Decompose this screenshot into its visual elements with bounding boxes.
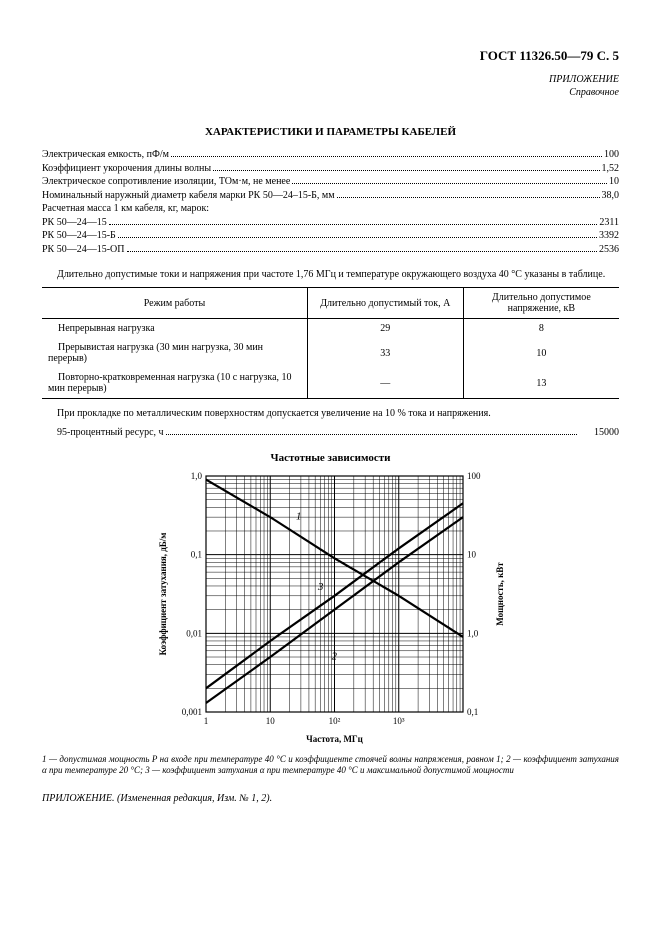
spec-row: РК 50—24—15-ОП 2536 — [42, 243, 619, 257]
svg-text:100: 100 — [467, 471, 481, 481]
spec-value: 10 — [609, 175, 619, 189]
spec-row: 95-процентный ресурс, ч 15000 — [42, 426, 619, 440]
section-title: ХАРАКТЕРИСТИКИ И ПАРАМЕТРЫ КАБЕЛЕЙ — [42, 126, 619, 138]
svg-text:10: 10 — [265, 716, 275, 726]
cell-voltage: 10 — [463, 338, 619, 368]
svg-text:10: 10 — [467, 549, 477, 559]
resource-label: 95-процентный ресурс, ч — [42, 426, 164, 440]
svg-text:1,0: 1,0 — [190, 471, 202, 481]
chart-legend: 1 — допустимая мощность P на входе при т… — [42, 754, 619, 777]
spec-label: РК 50—24—15-ОП — [42, 243, 125, 257]
svg-text:Частота, МГц: Частота, МГц — [306, 734, 364, 744]
spec-label: Электрическое сопротивление изоляции, ТО… — [42, 175, 290, 189]
cell-voltage: 8 — [463, 319, 619, 339]
appendix-type: Справочное — [42, 87, 619, 98]
chart-title: Частотные зависимости — [42, 452, 619, 464]
svg-text:0,01: 0,01 — [186, 628, 202, 638]
svg-text:1: 1 — [203, 716, 208, 726]
leader-dots — [171, 156, 602, 157]
svg-text:0,1: 0,1 — [467, 707, 478, 717]
cell-mode: Повторно-кратковременная нагрузка (10 с … — [42, 368, 307, 399]
spec-label: Номинальный наружный диаметр кабеля марк… — [42, 189, 335, 203]
col-header-current: Длительно допустимый ток, А — [307, 288, 463, 319]
page: ГОСТ 11326.50—79 С. 5 ПРИЛОЖЕНИЕ Справоч… — [0, 0, 661, 936]
spec-row: РК 50—24—15-Б 3392 — [42, 229, 619, 243]
spec-row: Коэффициент укорочения длины волны 1,52 — [42, 162, 619, 176]
svg-text:1: 1 — [295, 510, 301, 522]
spec-list: Электрическая емкость, пФ/м 100 Коэффицие… — [42, 148, 619, 256]
svg-text:10²: 10² — [328, 716, 340, 726]
leader-dots — [109, 224, 598, 225]
modes-table: Режим работы Длительно допустимый ток, А… — [42, 287, 619, 399]
col-header-mode: Режим работы — [42, 288, 307, 319]
svg-text:Коэффициент затухания, дБ/м: Коэффициент затухания, дБ/м — [158, 532, 168, 655]
leader-dots — [213, 170, 599, 171]
svg-text:0,1: 0,1 — [190, 549, 201, 559]
table-row: Непрерывная нагрузка 29 8 — [42, 319, 619, 339]
svg-text:Мощность, кВт: Мощность, кВт — [495, 561, 505, 625]
col-header-voltage: Длительно допустимое напряжение, кВ — [463, 288, 619, 319]
leader-dots — [292, 183, 607, 184]
leader-dots — [337, 197, 600, 198]
leader-dots — [118, 237, 597, 238]
cell-mode: Непрерывная нагрузка — [42, 319, 307, 339]
cell-current: 29 — [307, 319, 463, 339]
spec-label: Расчетная масса 1 км кабеля, кг, марок: — [42, 202, 209, 216]
spec-label: Коэффициент укорочения длины волны — [42, 162, 211, 176]
leader-dots — [127, 251, 597, 252]
spec-row: Электрическая емкость, пФ/м 100 — [42, 148, 619, 162]
spec-row: Расчетная масса 1 км кабеля, кг, марок: — [42, 202, 619, 216]
svg-text:0,001: 0,001 — [181, 707, 201, 717]
spec-value: 2536 — [599, 243, 619, 257]
doc-reference: ГОСТ 11326.50—79 С. 5 — [42, 48, 619, 64]
spec-label: РК 50—24—15 — [42, 216, 107, 230]
intro-paragraph: Длительно допустимые токи и напряжения п… — [42, 268, 619, 281]
appendix-label: ПРИЛОЖЕНИЕ — [42, 74, 619, 85]
edition-note: ПРИЛОЖЕНИЕ. (Измененная редакция, Изм. №… — [42, 793, 619, 804]
chart-container: 1 10 10² 10³ 0,001 0,01 0,1 1,0 0,1 1,0 10 100 Часто… — [42, 468, 619, 748]
spec-row: Номинальный наружный диаметр кабеля марк… — [42, 189, 619, 203]
after-table-note: При прокладке по металлическим поверхнос… — [42, 407, 619, 420]
frequency-chart: 1 10 10² 10³ 0,001 0,01 0,1 1,0 0,1 1,0 10 100 Часто… — [151, 468, 511, 748]
cell-current: — — [307, 368, 463, 399]
cell-current: 33 — [307, 338, 463, 368]
svg-text:3: 3 — [316, 580, 323, 592]
spec-value: 1,52 — [602, 162, 620, 176]
cell-voltage: 13 — [463, 368, 619, 399]
table-row: Прерывистая нагрузка (30 мин нагрузка, 3… — [42, 338, 619, 368]
svg-text:1,0: 1,0 — [467, 628, 479, 638]
resource-line: 95-процентный ресурс, ч 15000 — [42, 426, 619, 440]
spec-value: 38,0 — [602, 189, 620, 203]
spec-row: Электрическое сопротивление изоляции, ТО… — [42, 175, 619, 189]
spec-value: 100 — [604, 148, 619, 162]
spec-label: Электрическая емкость, пФ/м — [42, 148, 169, 162]
spec-label: РК 50—24—15-Б — [42, 229, 116, 243]
svg-text:2: 2 — [331, 650, 337, 662]
table-row: Повторно-кратковременная нагрузка (10 с … — [42, 368, 619, 399]
cell-mode: Прерывистая нагрузка (30 мин нагрузка, 3… — [42, 338, 307, 368]
resource-value: 15000 — [579, 426, 619, 440]
spec-value: 2311 — [599, 216, 619, 230]
spec-row: РК 50—24—15 2311 — [42, 216, 619, 230]
spec-value: 3392 — [599, 229, 619, 243]
svg-text:10³: 10³ — [392, 716, 404, 726]
leader-dots — [166, 434, 577, 435]
